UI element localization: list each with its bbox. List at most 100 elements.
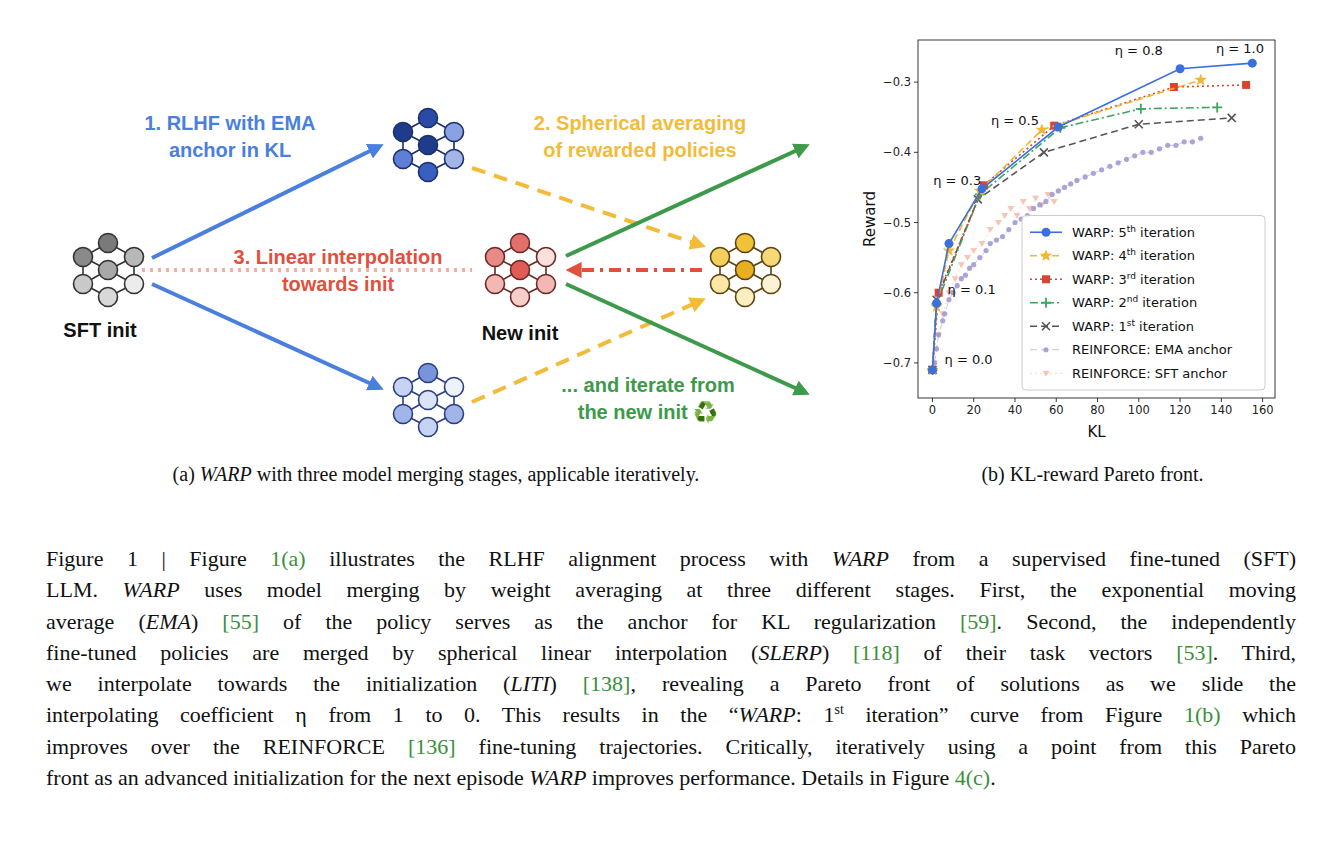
caption-link: 1(b)	[1184, 702, 1221, 727]
marker	[1212, 102, 1222, 112]
y-axis-label: Reward	[861, 191, 879, 247]
marker	[1132, 153, 1137, 158]
y-tick	[914, 82, 918, 83]
marker	[1031, 206, 1036, 211]
legend-box	[1022, 216, 1265, 391]
marker	[1001, 213, 1008, 219]
network-node	[419, 136, 438, 155]
marker	[1157, 146, 1162, 151]
legend-label: REINFORCE: EMA anchor	[1072, 342, 1233, 357]
caption-link: 1(a)	[270, 546, 305, 571]
caption-run: SLERP	[758, 640, 822, 665]
figure: SFT initNew init1. RLHF with EMAanchor i…	[0, 0, 1342, 540]
step-label: ... and iterate from	[561, 374, 734, 396]
x-tick-label: 20	[966, 403, 981, 417]
marker	[1032, 195, 1039, 201]
marker	[1040, 148, 1048, 156]
marker	[1050, 192, 1055, 197]
caption-link: [53]	[1176, 640, 1213, 665]
marker	[1037, 202, 1042, 207]
caption-run: .	[990, 765, 996, 790]
legend-label: WARP: 1st iteration	[1072, 318, 1194, 334]
caption-link: [59]	[960, 609, 997, 634]
legend-label: WARP: 3rd iteration	[1072, 271, 1195, 287]
arrow	[142, 268, 472, 272]
y-tick-label: −0.7	[883, 356, 911, 370]
network-node	[394, 378, 413, 397]
network-node	[511, 288, 530, 307]
marker	[1043, 199, 1048, 204]
marker	[970, 248, 977, 254]
x-tick	[1056, 398, 1057, 402]
caption-run: LITI	[510, 671, 549, 696]
legend-label-part: WARP: 3	[1072, 272, 1127, 287]
caption-run: of the policy serves as the anchor for K…	[259, 609, 960, 634]
network-node	[511, 234, 530, 253]
annotation: η = 0.3	[933, 173, 981, 188]
caption-run: average (	[46, 609, 146, 634]
annotation: η = 0.0	[945, 352, 993, 367]
arrow	[566, 147, 804, 256]
network-node	[445, 405, 464, 424]
marker	[959, 276, 964, 281]
caption-line: improves over the REINFORCE [136] fine-t…	[46, 731, 1296, 762]
caption-link: [118]	[853, 640, 900, 665]
caption-line: LLM. WARP uses model merging by weight a…	[46, 574, 1296, 605]
marker	[1176, 64, 1185, 73]
x-tick	[1138, 398, 1139, 402]
annotation: η = 0.1	[948, 282, 996, 297]
x-tick	[1262, 398, 1263, 402]
marker	[1042, 275, 1050, 283]
x-tick	[1097, 398, 1098, 402]
legend-label-part: iteration	[1138, 295, 1197, 310]
marker	[971, 262, 976, 267]
x-tick-label: 40	[1008, 403, 1023, 417]
step-label: 1. RLHF with EMA	[144, 112, 315, 134]
arrow	[572, 268, 702, 272]
caption-run: EMA	[146, 609, 191, 634]
marker	[1136, 104, 1146, 114]
arrow	[152, 284, 378, 387]
caption-run: of their task vectors	[900, 640, 1176, 665]
network-node	[762, 275, 781, 294]
marker	[1099, 167, 1104, 172]
network-node	[736, 288, 755, 307]
step-label: 3. Linear interpolation	[234, 246, 443, 268]
network-node	[736, 261, 755, 280]
marker	[988, 241, 993, 246]
marker	[928, 365, 937, 374]
x-tick	[1180, 398, 1181, 402]
caption-run: iteration” curve from Figure	[844, 702, 1184, 727]
step-label: anchor in KL	[169, 139, 291, 161]
caption-run: . Third,	[1213, 640, 1296, 665]
marker	[942, 311, 947, 316]
network-node	[74, 275, 93, 294]
caption-link: [136]	[408, 734, 456, 759]
network-node	[419, 163, 438, 182]
subcaption: (a) WARP with three model merging stages…	[173, 463, 700, 486]
legend-label-part: iteration	[1136, 225, 1195, 240]
y-tick	[914, 152, 918, 153]
network-node	[445, 378, 464, 397]
caption-line: average (EMA) [55] of the policy serves …	[46, 606, 1296, 637]
caption-run: we interpolate towards the initializatio…	[46, 671, 510, 696]
caption-link: [55]	[222, 609, 259, 634]
marker	[1000, 234, 1005, 239]
x-tick	[932, 398, 933, 402]
x-tick-label: 60	[1049, 403, 1064, 417]
caption-run: front as an advanced initialization for …	[46, 765, 529, 790]
marker	[932, 299, 941, 308]
network-node	[394, 123, 413, 142]
marker	[1228, 114, 1236, 122]
network-node	[125, 248, 144, 267]
legend-label-part: WARP: 1	[1072, 319, 1127, 334]
y-tick	[914, 362, 918, 363]
caption-run: )	[191, 609, 222, 634]
network-node	[445, 150, 464, 169]
node-label: New init	[482, 322, 559, 344]
x-axis-label: KL	[1087, 423, 1106, 441]
y-tick-label: −0.3	[883, 75, 911, 89]
marker	[967, 266, 972, 271]
subcaption-run: with three model merging stages, applica…	[252, 463, 700, 486]
marker	[1198, 136, 1203, 141]
